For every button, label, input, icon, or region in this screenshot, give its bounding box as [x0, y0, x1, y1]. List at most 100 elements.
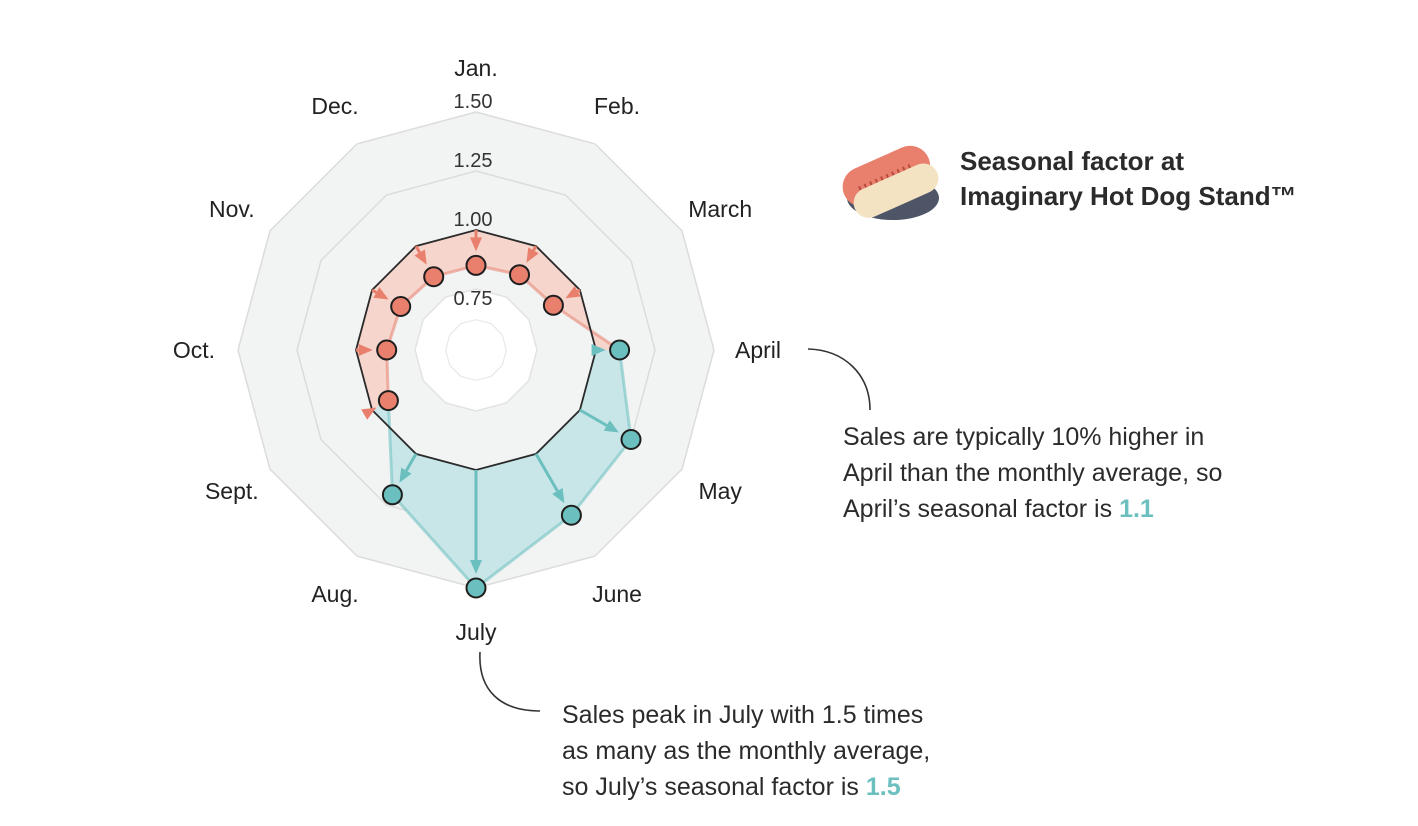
- arrow-shaft: [534, 453, 559, 492]
- deviation-area-6: [392, 453, 476, 588]
- month-label-may: May: [698, 478, 742, 504]
- month-label-march: March: [688, 196, 752, 222]
- month-label-sept: Sept.: [205, 478, 259, 504]
- arrow-head: [414, 249, 427, 265]
- deviation-area-11: [416, 230, 476, 277]
- data-point-nov: [390, 296, 412, 317]
- arrow-head: [470, 237, 482, 252]
- arrow-jan: [470, 230, 482, 252]
- series-edge-4: [570, 438, 633, 517]
- deviation-area-1: [519, 246, 580, 306]
- arrow-head: [361, 407, 377, 420]
- arrow-shaft: [405, 453, 418, 472]
- annotation-april-line-3: April’s seasonal factor is 1.1: [843, 495, 1154, 523]
- data-point-jan: [465, 254, 487, 276]
- arrow-dec: [414, 245, 427, 265]
- annotation-april-line-2: April than the monthly average, so: [843, 459, 1222, 487]
- data-point-june: [560, 504, 582, 526]
- arrow-nov: [371, 287, 389, 300]
- sausage-stripes: [858, 163, 913, 191]
- arrow-sept: [361, 407, 377, 420]
- arrow-shaft: [532, 245, 538, 252]
- area-layer: [356, 230, 633, 590]
- leader-line-april: [807, 348, 871, 411]
- month-label-july: July: [456, 619, 497, 645]
- month-label-aug: Aug.: [311, 581, 358, 607]
- series-edge-5: [475, 514, 573, 590]
- data-point-sept: [377, 390, 399, 412]
- month-label-june: June: [592, 581, 642, 607]
- arrow-head: [591, 344, 606, 356]
- deviation-area-9: [356, 290, 401, 350]
- arrow-oct: [356, 344, 373, 356]
- data-point-may: [620, 429, 642, 450]
- arrow-head: [565, 286, 581, 299]
- chart-title-line-2: Imaginary Hot Dog Stand™: [960, 181, 1297, 211]
- deviation-area-4: [536, 410, 631, 516]
- annotation-july-line-2: as many as the monthly average,: [562, 737, 930, 765]
- data-point-dec: [423, 266, 445, 288]
- annotation-april-value: 1.1: [1119, 495, 1154, 523]
- month-label-feb: Feb.: [594, 93, 640, 119]
- arrow-head: [399, 467, 412, 483]
- deviation-area-10: [372, 246, 434, 307]
- arrow-shaft: [576, 288, 581, 293]
- arrow-feb: [526, 245, 539, 263]
- arrow-head: [603, 420, 619, 433]
- point-layer: [376, 254, 642, 599]
- data-point-feb: [509, 264, 530, 286]
- annotation-july-line-3: so July’s seasonal factor is 1.5: [562, 773, 901, 801]
- bun: [853, 163, 939, 218]
- arrow-shaft: [371, 288, 378, 294]
- label-layer: Jan. Feb. March April May June July Aug. Sept. Oc…: [173, 55, 781, 645]
- annotation-april-line-1: Sales are typically 10% higher in: [843, 423, 1204, 451]
- arrow-head: [373, 287, 389, 300]
- leader-line-july: [479, 651, 541, 712]
- tick-label: 0.75: [454, 288, 493, 310]
- grid-ring-core: [445, 319, 507, 381]
- data-point-oct: [376, 339, 398, 361]
- arrow-layer: [356, 230, 619, 574]
- tick-label: 1.25: [454, 150, 493, 172]
- month-label-jan: Jan.: [454, 55, 497, 81]
- annotation-april-text: April’s seasonal factor is: [843, 495, 1119, 523]
- arrow-shaft: [579, 408, 608, 427]
- series-edge-2: [552, 304, 621, 352]
- grid-ring-inner: [414, 288, 538, 412]
- data-point-july: [465, 577, 487, 599]
- deviation-area-5: [476, 453, 572, 588]
- arrow-head: [552, 488, 565, 504]
- annotation-july: Sales peak in July with 1.5 times as man…: [479, 651, 930, 801]
- arrow-head: [526, 247, 539, 263]
- arrow-march: [565, 286, 581, 299]
- chart-title-line-1: Seasonal factor at: [960, 146, 1184, 176]
- annotation-july-line-1: Sales peak in July with 1.5 times: [562, 701, 923, 729]
- tick-layer: 0.75 1.00 1.25 1.50: [454, 91, 493, 310]
- hot-dog-icon: [842, 145, 939, 220]
- arrow-head: [470, 560, 482, 574]
- data-point-aug: [381, 484, 403, 506]
- arrow-may: [579, 408, 619, 433]
- arrow-shaft: [414, 245, 421, 254]
- tick-label: 1.50: [454, 91, 493, 113]
- annotation-april: Sales are typically 10% higher in April …: [807, 348, 1222, 523]
- annotation-july-value: 1.5: [866, 773, 901, 801]
- month-label-oct: Oct.: [173, 337, 215, 363]
- deviation-area-2: [553, 290, 620, 350]
- series-edge-3: [618, 349, 633, 440]
- arrow-june: [534, 453, 565, 504]
- tick-label: 1.00: [454, 209, 493, 231]
- month-label-dec: Dec.: [311, 93, 358, 119]
- arrow-july: [470, 470, 482, 574]
- data-point-april: [609, 339, 631, 361]
- deviation-area-0: [476, 230, 536, 275]
- annotation-july-text: so July’s seasonal factor is: [562, 773, 866, 801]
- month-label-april: April: [735, 337, 781, 363]
- arrow-head: [358, 344, 373, 356]
- series-edge-7: [386, 400, 394, 495]
- month-label-nov: Nov.: [209, 196, 255, 222]
- arrow-aug: [399, 453, 418, 483]
- data-point-march: [542, 294, 564, 316]
- legend: Seasonal factor at Imaginary Hot Dog Sta…: [842, 145, 1297, 220]
